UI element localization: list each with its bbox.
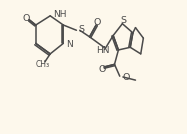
- Text: O: O: [23, 14, 30, 23]
- Text: O: O: [93, 18, 100, 27]
- Text: CH₃: CH₃: [35, 60, 49, 69]
- Text: O: O: [122, 73, 129, 82]
- Text: HN: HN: [97, 46, 110, 55]
- Text: S: S: [78, 25, 84, 34]
- Text: N: N: [66, 40, 73, 49]
- Text: O: O: [98, 65, 106, 74]
- Text: NH: NH: [53, 10, 67, 19]
- Text: S: S: [120, 16, 126, 25]
